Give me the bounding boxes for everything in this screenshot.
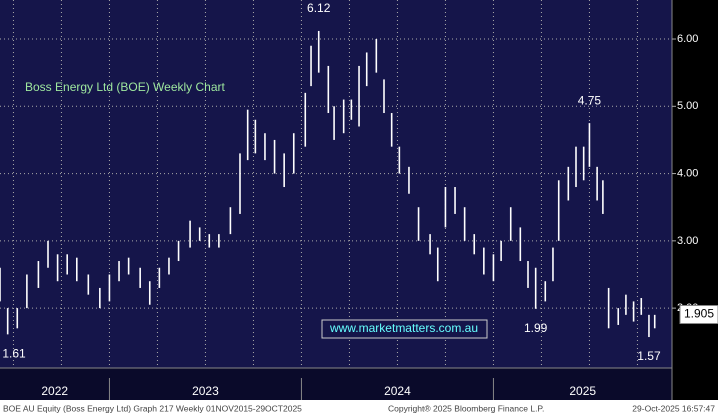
footer-bar <box>0 400 718 417</box>
footer-text: 29-Oct-2025 16:57:47 <box>632 403 715 413</box>
footer-text: Copyright® 2025 Bloomberg Finance L.P. <box>388 403 544 413</box>
annotation: 1.57 <box>637 349 661 363</box>
y-tick-label: 3.00 <box>677 235 698 247</box>
x-tick-label: 2023 <box>192 384 219 398</box>
watermark-box <box>321 319 488 339</box>
annotation: 1.99 <box>524 321 548 335</box>
x-tick-label: 2022 <box>41 384 68 398</box>
watermark: www.marketmatters.com.au <box>329 321 478 335</box>
y-tick-label: 5.00 <box>677 100 698 112</box>
footer-text: BOE AU Equity (Boss Energy Ltd) Graph 21… <box>3 403 302 413</box>
y-tick-label: 4.00 <box>677 167 698 179</box>
y-tick-label: 6.00 <box>677 33 698 45</box>
last-price-label: 1.905 <box>684 307 714 321</box>
x-tick-label: 2025 <box>569 384 596 398</box>
chart-title: Boss Energy Ltd (BOE) Weekly Chart <box>25 80 226 94</box>
plot-area <box>0 0 672 368</box>
x-tick-label: 2024 <box>384 384 411 398</box>
y-axis-area <box>672 0 718 400</box>
annotation: 4.75 <box>578 93 602 107</box>
last-price-box <box>679 305 718 325</box>
annotation: 6.12 <box>307 1 331 15</box>
x-axis-area <box>0 368 672 400</box>
annotation: 1.61 <box>2 347 26 361</box>
